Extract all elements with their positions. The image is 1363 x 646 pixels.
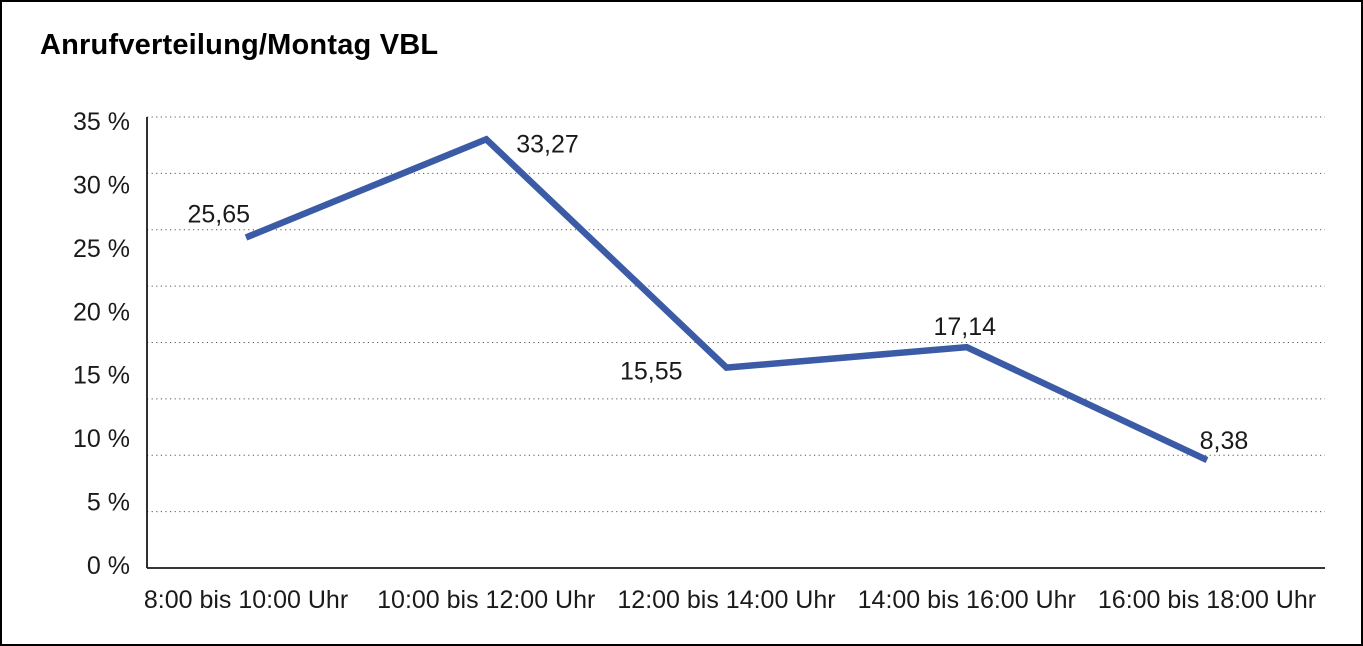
y-tick-label: 30 % xyxy=(73,171,130,199)
x-axis-label: 8:00 bis 10:00 Uhr xyxy=(144,586,348,614)
x-axis-label: 10:00 bis 12:00 Uhr xyxy=(377,586,595,614)
data-label: 33,27 xyxy=(516,130,579,158)
y-tick-label: 10 % xyxy=(73,425,130,453)
y-tick-label: 20 % xyxy=(73,298,130,326)
data-label: 15,55 xyxy=(620,358,683,386)
x-axis-label: 14:00 bis 16:00 Uhr xyxy=(858,586,1076,614)
chart-title: Anrufverteilung/Montag VBL xyxy=(40,29,439,61)
y-tick-label: 0 % xyxy=(87,552,130,580)
y-tick-label: 25 % xyxy=(73,235,130,263)
y-tick-label: 15 % xyxy=(73,362,130,390)
data-label: 17,14 xyxy=(933,313,996,341)
x-axis-label: 12:00 bis 14:00 Uhr xyxy=(617,586,835,614)
x-axis-label: 16:00 bis 18:00 Uhr xyxy=(1098,586,1316,614)
y-tick-label: 5 % xyxy=(87,489,130,517)
series-line xyxy=(244,135,1209,463)
y-tick-label: 35 % xyxy=(73,108,130,136)
data-label: 25,65 xyxy=(187,200,250,228)
data-label: 8,38 xyxy=(1200,427,1249,455)
